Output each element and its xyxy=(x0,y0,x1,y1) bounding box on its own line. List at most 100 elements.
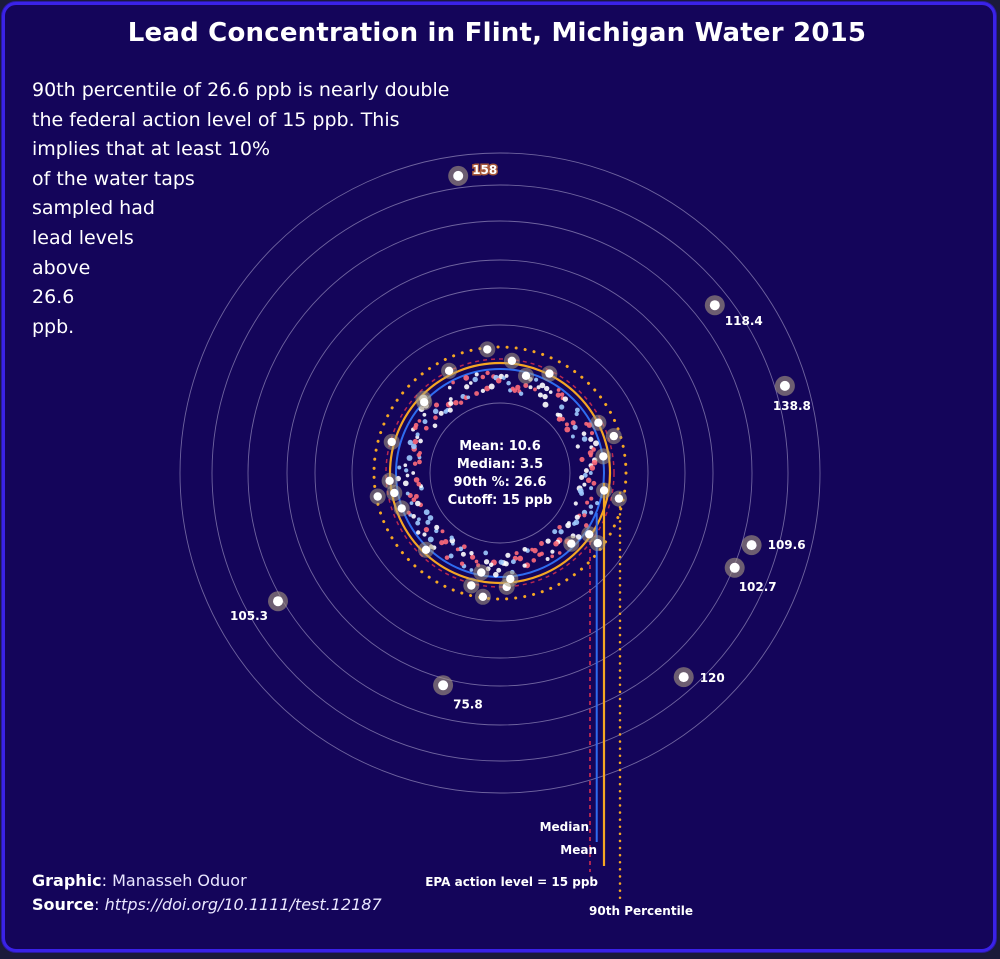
sample-point xyxy=(536,385,541,390)
ring-group xyxy=(179,152,821,794)
sample-point xyxy=(574,411,579,417)
sample-point xyxy=(591,447,596,452)
sample-point xyxy=(463,375,470,381)
sample-point xyxy=(585,530,594,539)
median-ring xyxy=(395,368,605,578)
sample-point xyxy=(415,530,421,535)
chart-title: Lead Concentration in Flint, Michigan Wa… xyxy=(127,18,867,48)
sample-point xyxy=(460,551,466,557)
sample-point xyxy=(397,465,402,470)
sample-point xyxy=(373,492,382,501)
sample-point xyxy=(488,383,495,390)
sample-point xyxy=(417,459,422,465)
sample-point xyxy=(512,388,518,393)
sample-point xyxy=(405,473,410,478)
sample-point xyxy=(572,521,577,526)
sample-point xyxy=(483,550,489,556)
sample-point xyxy=(518,391,524,396)
sample-point xyxy=(589,510,594,515)
sample-point xyxy=(609,431,618,441)
sample-point xyxy=(451,380,455,385)
sample-point xyxy=(548,390,553,394)
sample-point xyxy=(423,526,430,533)
sample-point xyxy=(390,488,399,498)
grid-ring xyxy=(211,184,789,762)
sample-point xyxy=(453,400,459,406)
sample-point xyxy=(427,536,434,543)
sample-point xyxy=(528,385,533,390)
sample-point xyxy=(539,541,544,546)
sample-point xyxy=(397,504,406,513)
sample-point xyxy=(599,486,609,495)
sample-point xyxy=(416,517,421,522)
outlier-points: 158 118.4 138.8 109.6 102.7 120 75.8 105.3 xyxy=(230,161,811,711)
sample-point xyxy=(550,549,555,554)
sample-point xyxy=(534,377,539,382)
sample-point xyxy=(579,474,585,481)
annotation-text: 90th percentile of 26.6 ppb is nearly do… xyxy=(32,76,472,342)
sample-point xyxy=(582,472,588,478)
sample-point xyxy=(413,422,419,428)
sample-point xyxy=(552,529,558,535)
sample-point xyxy=(432,423,438,429)
outlier-point xyxy=(729,562,740,573)
outlier-label: 118.4 xyxy=(725,314,763,328)
sample-point xyxy=(496,567,502,573)
sample-point xyxy=(459,561,465,566)
sample-point xyxy=(411,471,416,475)
credits: Graphic: Manasseh Oduor Source: https://… xyxy=(32,869,382,917)
sample-point xyxy=(438,410,444,416)
outlier-point xyxy=(453,170,464,181)
annotation-line: the federal action level of 15 ppb. This xyxy=(32,108,400,131)
sample-point xyxy=(422,532,427,537)
sample-point xyxy=(485,370,490,376)
center-median: Median: 3.5 xyxy=(457,457,543,472)
sample-point xyxy=(469,568,474,572)
sample-point xyxy=(444,366,454,375)
sample-point xyxy=(478,592,488,601)
credit-source: Source: https://doi.org/10.1111/test.121… xyxy=(32,895,382,914)
annotation-line: sampled had xyxy=(32,197,155,220)
sample-point xyxy=(502,376,506,380)
sample-point xyxy=(530,547,534,552)
sample-point xyxy=(483,559,490,565)
sample-point xyxy=(570,420,576,426)
sample-point xyxy=(415,432,420,437)
sample-point xyxy=(447,407,453,413)
grid-ring xyxy=(314,287,686,659)
sample-point xyxy=(480,374,486,380)
sample-point xyxy=(488,562,494,568)
sample-point xyxy=(517,555,524,562)
sample-point xyxy=(579,491,585,496)
sample-point xyxy=(588,436,594,442)
sample-point xyxy=(458,546,464,552)
sample-point xyxy=(495,377,502,384)
annotation-line: lead levels xyxy=(32,226,134,249)
sample-point xyxy=(514,551,519,556)
annotation-line: 90th percentile of 26.6 ppb is nearly do… xyxy=(32,79,450,101)
sample-point xyxy=(544,385,550,392)
sample-point xyxy=(411,497,417,503)
sample-point xyxy=(560,392,565,397)
sample-point xyxy=(521,371,531,380)
sample-point xyxy=(404,468,409,473)
sample-point xyxy=(510,559,516,565)
sample-point xyxy=(564,426,571,433)
sample-point xyxy=(567,539,576,548)
sample-point xyxy=(591,459,598,466)
center-cutoff: Cutoff: 15 ppb xyxy=(448,493,553,508)
sample-point xyxy=(545,557,550,561)
sample-point xyxy=(591,480,597,486)
sample-point xyxy=(467,581,476,590)
sample-point xyxy=(539,382,546,389)
sample-point xyxy=(387,437,396,447)
outlier-label: 138.8 xyxy=(773,399,811,413)
sample-point xyxy=(588,504,594,509)
sample-point xyxy=(589,496,594,501)
sample-point xyxy=(461,544,467,550)
sample-point xyxy=(477,568,486,577)
sample-point xyxy=(560,416,566,422)
outlier-label: 102.7 xyxy=(739,580,777,594)
sample-point xyxy=(614,494,624,503)
sample-point xyxy=(582,513,587,518)
